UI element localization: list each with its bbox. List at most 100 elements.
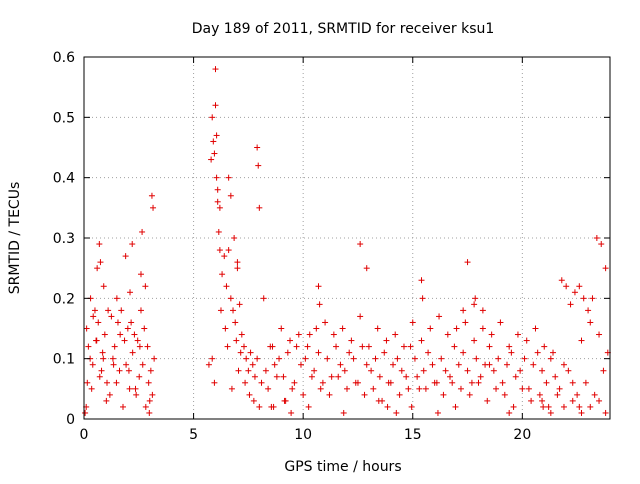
data-point bbox=[495, 355, 502, 362]
data-point bbox=[471, 301, 478, 308]
data-point bbox=[212, 66, 219, 73]
data-point bbox=[460, 307, 467, 314]
data-point bbox=[96, 373, 103, 380]
data-point bbox=[99, 349, 106, 356]
data-point bbox=[243, 355, 250, 362]
data-point bbox=[574, 391, 581, 398]
data-point bbox=[530, 361, 537, 368]
data-point bbox=[582, 379, 589, 386]
data-point bbox=[217, 307, 224, 314]
data-point bbox=[585, 307, 592, 314]
data-point bbox=[235, 367, 242, 374]
data-point bbox=[219, 271, 226, 278]
data-point bbox=[589, 295, 596, 302]
data-point bbox=[587, 403, 594, 410]
data-point bbox=[216, 204, 223, 211]
data-point bbox=[100, 283, 107, 290]
data-point bbox=[578, 409, 585, 416]
data-point bbox=[136, 343, 143, 350]
data-point bbox=[265, 385, 272, 392]
data-point bbox=[297, 361, 304, 368]
y-axis-label: SRMTID / TECUs bbox=[7, 182, 23, 295]
y-tick-label: 0.2 bbox=[53, 291, 75, 307]
data-point bbox=[210, 138, 217, 145]
data-point bbox=[506, 409, 513, 416]
data-point bbox=[376, 373, 383, 380]
data-point bbox=[213, 132, 220, 139]
data-point bbox=[269, 343, 276, 350]
data-point bbox=[123, 361, 130, 368]
data-point bbox=[550, 349, 557, 356]
data-point bbox=[260, 295, 267, 302]
data-point bbox=[479, 325, 486, 332]
data-point bbox=[501, 391, 508, 398]
data-point bbox=[114, 319, 121, 326]
data-point bbox=[234, 259, 241, 266]
data-point bbox=[113, 379, 120, 386]
data-point bbox=[129, 241, 136, 248]
data-point bbox=[375, 397, 382, 404]
data-point bbox=[384, 403, 391, 410]
data-point bbox=[363, 265, 370, 272]
data-point bbox=[540, 403, 547, 410]
data-point bbox=[209, 355, 216, 362]
data-point bbox=[330, 331, 337, 338]
data-point bbox=[134, 337, 141, 344]
data-point bbox=[148, 192, 155, 199]
data-point bbox=[306, 331, 313, 338]
data-point bbox=[425, 349, 432, 356]
data-point bbox=[146, 409, 153, 416]
data-point bbox=[234, 265, 241, 272]
data-point bbox=[124, 325, 131, 332]
data-point bbox=[300, 391, 307, 398]
data-point bbox=[436, 313, 443, 320]
data-point bbox=[563, 283, 570, 290]
data-point bbox=[89, 361, 96, 368]
data-point bbox=[340, 409, 347, 416]
data-point bbox=[565, 367, 572, 374]
data-point bbox=[484, 397, 491, 404]
data-point bbox=[237, 349, 244, 356]
data-point bbox=[88, 385, 95, 392]
data-point bbox=[434, 409, 441, 416]
data-point bbox=[100, 355, 107, 362]
data-point bbox=[326, 391, 333, 398]
data-point bbox=[216, 247, 223, 254]
data-point bbox=[403, 373, 410, 380]
data-point bbox=[313, 325, 320, 332]
data-point bbox=[118, 307, 125, 314]
data-point bbox=[514, 331, 521, 338]
data-point bbox=[475, 379, 482, 386]
y-tick-label: 0.4 bbox=[53, 171, 75, 187]
data-point bbox=[328, 373, 335, 380]
data-point bbox=[556, 385, 563, 392]
data-point bbox=[460, 349, 467, 356]
data-point bbox=[352, 379, 359, 386]
data-point bbox=[151, 355, 158, 362]
x-tick-label: 0 bbox=[80, 427, 89, 443]
data-point bbox=[227, 192, 234, 199]
data-point bbox=[466, 391, 473, 398]
data-point bbox=[539, 397, 546, 404]
data-point bbox=[258, 379, 265, 386]
data-point bbox=[147, 367, 154, 374]
data-point bbox=[95, 319, 102, 326]
data-point bbox=[256, 204, 263, 211]
data-point bbox=[132, 385, 139, 392]
data-point bbox=[560, 361, 567, 368]
data-point bbox=[365, 343, 372, 350]
data-point bbox=[552, 373, 559, 380]
data-point bbox=[142, 283, 149, 290]
data-point bbox=[571, 289, 578, 296]
data-point bbox=[462, 319, 469, 326]
data-point bbox=[223, 283, 230, 290]
data-point bbox=[339, 325, 346, 332]
data-point bbox=[419, 295, 426, 302]
data-point bbox=[490, 367, 497, 374]
axis-ticks: 0 5 10 15 20 0 0.1 0.2 0.3 0.4 0.5 0.6 bbox=[53, 50, 610, 443]
data-point bbox=[117, 331, 124, 338]
data-point bbox=[455, 361, 462, 368]
data-point bbox=[125, 367, 132, 374]
data-point bbox=[534, 349, 541, 356]
data-point bbox=[308, 373, 315, 380]
